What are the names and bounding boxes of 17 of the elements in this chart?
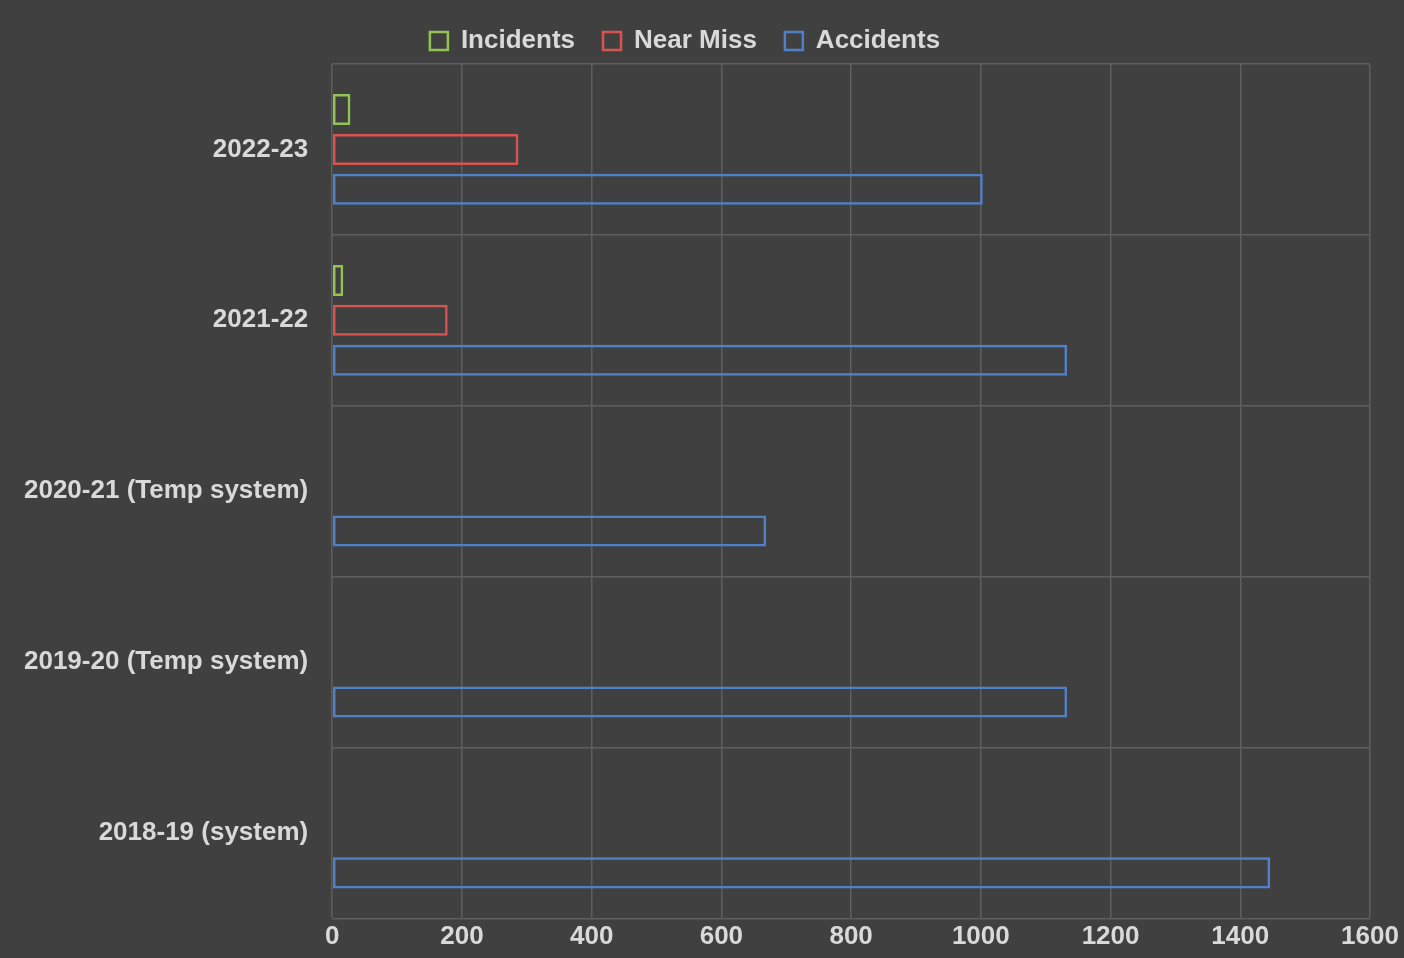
x-tick-label: 1200 <box>1081 920 1140 951</box>
y-tick-label: 2020-21 (Temp system) <box>23 474 309 505</box>
x-tick-label: 0 <box>324 920 340 951</box>
x-tick-label: 800 <box>829 920 873 951</box>
legend-label: Accidents <box>815 24 941 55</box>
x-tick-label: 1000 <box>951 920 1010 951</box>
x-tick-label: 400 <box>569 920 614 951</box>
legend-label: Near Miss <box>634 24 757 55</box>
legend-label: Incidents <box>460 24 576 55</box>
x-tick-label: 1600 <box>1341 920 1399 951</box>
y-tick-label: 2019-20 (Temp system) <box>23 645 309 676</box>
y-tick-label: 2021-22 <box>212 303 309 334</box>
x-tick-label: 200 <box>440 920 484 951</box>
x-tick-label: 600 <box>699 920 744 951</box>
x-tick-label: 1400 <box>1211 920 1270 951</box>
y-tick-label: 2022-23 <box>212 132 309 163</box>
y-tick-label: 2018-19 (system) <box>98 816 309 847</box>
